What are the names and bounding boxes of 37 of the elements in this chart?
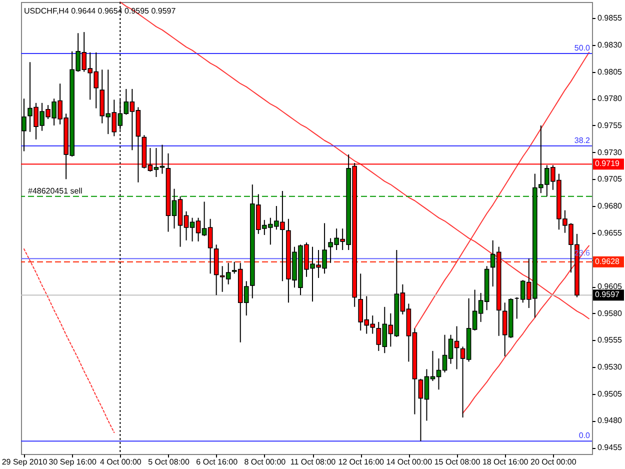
y-tick-label: 0.9480 — [598, 416, 623, 426]
ref-line-label: 0.9628 — [595, 256, 620, 266]
x-tick-label: 11 Oct 08:00 — [290, 458, 336, 466]
y-tick-label: 0.9655 — [598, 228, 623, 238]
annotation: 38.2 — [574, 136, 591, 145]
ref-line-label: 0.9719 — [595, 159, 620, 168]
line-series — [24, 248, 115, 434]
x-tick-label: 14 Oct 00:00 — [386, 458, 433, 466]
x-tick-label: 29 Sep 2010 — [2, 458, 48, 466]
x-tick-label: 20 Oct 00:00 — [530, 458, 577, 466]
y-tick-label: 0.9680 — [598, 201, 623, 210]
x-tick-label: 18 Oct 16:00 — [482, 458, 529, 466]
x-tick-label: 4 Oct 00:00 — [100, 458, 142, 466]
y-tick-label: 0.9530 — [598, 362, 623, 372]
ref-line-label: 0.9597 — [595, 290, 620, 300]
x-tick-label: 30 Sep 16:00 — [48, 458, 97, 466]
y-tick-label: 0.9805 — [598, 67, 623, 76]
y-tick-label: 0.9830 — [598, 40, 623, 50]
y-tick-label: 0.9580 — [598, 308, 623, 318]
y-tick-label: 0.9730 — [598, 148, 623, 157]
candlestick — [22, 98, 26, 152]
x-tick-label: 12 Oct 16:00 — [338, 458, 385, 466]
y-tick-label: 0.9505 — [598, 389, 623, 398]
y-tick-label: 0.9705 — [598, 174, 623, 184]
x-tick-label: 15 Oct 08:00 — [434, 458, 481, 466]
annotation: 50.0 — [574, 44, 591, 53]
y-tick-label: 0.9455 — [598, 443, 623, 452]
y-tick-label: 0.9780 — [598, 94, 623, 104]
x-tick-label: 8 Oct 00:00 — [244, 458, 286, 466]
x-tick-label: 5 Oct 08:00 — [148, 458, 190, 466]
annotation: #48620451 sell — [28, 186, 82, 196]
x-tick-label: 6 Oct 16:00 — [196, 458, 238, 466]
y-tick-label: 0.9755 — [598, 120, 623, 130]
y-tick-label: 0.9855 — [598, 14, 623, 23]
y-tick-label: 0.9555 — [598, 336, 623, 345]
y-tick-label: 0.9605 — [598, 282, 623, 292]
annotation: 0.0 — [578, 431, 591, 440]
